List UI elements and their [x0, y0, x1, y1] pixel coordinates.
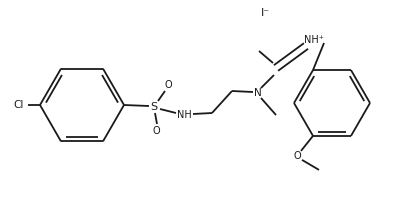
Text: NH⁺: NH⁺: [304, 35, 324, 45]
Text: O: O: [164, 80, 172, 90]
Text: O: O: [293, 151, 301, 161]
Text: O: O: [152, 126, 160, 136]
Text: NH: NH: [177, 110, 191, 120]
Text: Cl: Cl: [14, 100, 24, 110]
Text: I⁻: I⁻: [260, 8, 269, 18]
Text: S: S: [150, 102, 158, 112]
Text: N: N: [254, 88, 262, 98]
